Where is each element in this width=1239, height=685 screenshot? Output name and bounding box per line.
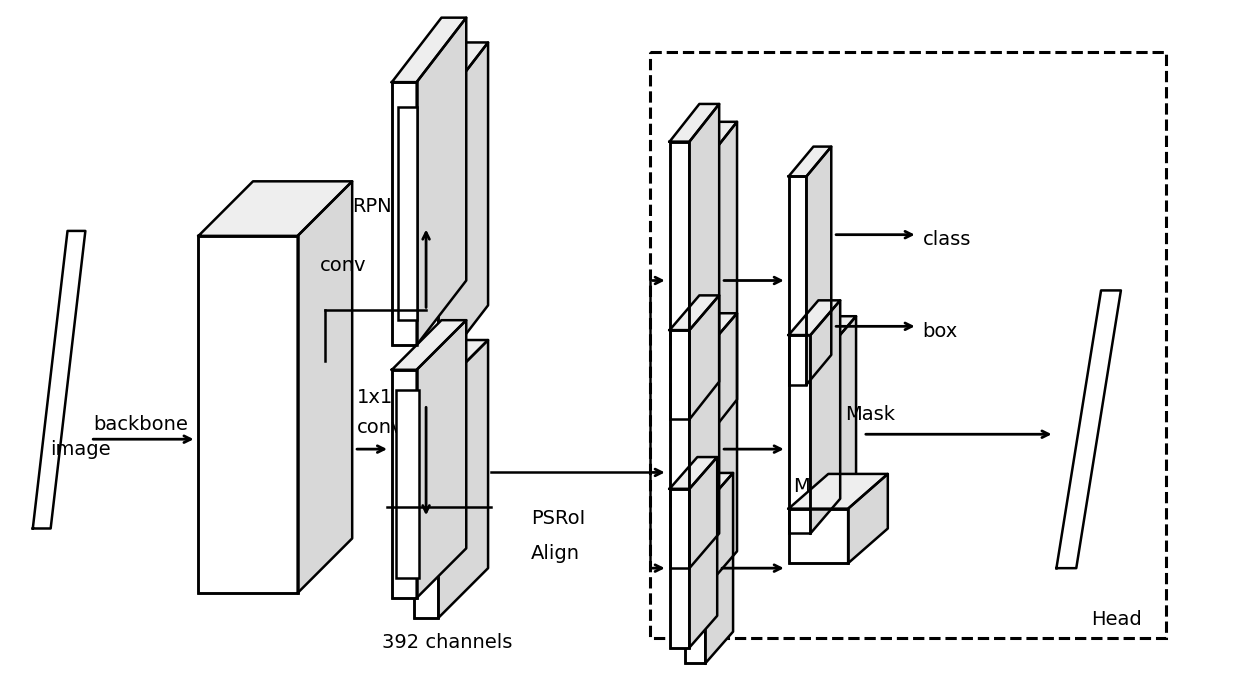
Polygon shape [414, 340, 488, 390]
Bar [804, 351, 826, 549]
Polygon shape [707, 122, 737, 437]
Polygon shape [392, 18, 466, 82]
Polygon shape [689, 104, 719, 419]
Text: image: image [50, 440, 110, 459]
Text: RPN: RPN [352, 197, 392, 216]
Bar [414, 390, 439, 618]
Polygon shape [32, 231, 85, 529]
Bar [392, 82, 416, 345]
Polygon shape [788, 474, 888, 509]
Bar [198, 236, 297, 593]
Bar [804, 351, 826, 549]
Polygon shape [669, 295, 719, 330]
Bar [392, 370, 416, 598]
Bar [392, 82, 416, 345]
Text: Head: Head [1092, 610, 1142, 630]
Polygon shape [705, 473, 733, 663]
Text: Mask: Mask [845, 405, 895, 424]
Polygon shape [669, 104, 719, 142]
Polygon shape [439, 340, 488, 618]
Text: box: box [923, 322, 958, 341]
Bar [688, 160, 707, 437]
Text: conv: conv [357, 418, 404, 437]
Polygon shape [689, 457, 717, 647]
Bar [788, 335, 810, 534]
Polygon shape [297, 182, 352, 593]
Polygon shape [688, 122, 737, 160]
Text: 392 channels: 392 channels [382, 633, 512, 652]
Text: backbone: backbone [93, 415, 188, 434]
Polygon shape [439, 42, 488, 370]
Polygon shape [416, 18, 466, 345]
Bar [788, 335, 810, 534]
Bar [414, 390, 439, 618]
Bar [669, 142, 689, 419]
Bar [688, 348, 707, 586]
Polygon shape [416, 320, 466, 598]
Bar [414, 107, 439, 370]
Bar [685, 505, 705, 663]
Polygon shape [198, 182, 352, 236]
Polygon shape [804, 316, 856, 351]
Bar [669, 330, 689, 568]
Bar [788, 176, 807, 385]
Polygon shape [788, 147, 831, 176]
Polygon shape [689, 295, 719, 568]
Bar [669, 489, 689, 647]
Polygon shape [1057, 290, 1121, 568]
Text: MaskIoU: MaskIoU [793, 477, 876, 497]
Polygon shape [707, 313, 737, 586]
Polygon shape [788, 300, 840, 335]
Polygon shape [685, 473, 733, 505]
Bar [788, 509, 849, 563]
Polygon shape [414, 42, 488, 107]
Text: PSRoI: PSRoI [530, 509, 585, 528]
Bar [669, 142, 689, 419]
Bar [788, 176, 807, 385]
Text: Align: Align [530, 544, 580, 563]
Bar [649, 52, 1166, 638]
Bar [688, 348, 707, 586]
Text: 1x1: 1x1 [357, 388, 394, 407]
Polygon shape [392, 320, 466, 370]
Polygon shape [688, 313, 737, 348]
Polygon shape [810, 300, 840, 534]
Bar [669, 330, 689, 568]
Bar [398, 107, 416, 320]
Bar [392, 370, 416, 598]
Text: conv: conv [320, 256, 367, 275]
Bar [788, 509, 849, 563]
Text: class: class [923, 230, 971, 249]
Bar [198, 236, 297, 593]
Polygon shape [849, 474, 888, 563]
Polygon shape [807, 147, 831, 385]
Bar [414, 107, 439, 370]
Polygon shape [826, 316, 856, 549]
Bar [688, 160, 707, 437]
Bar [669, 489, 689, 647]
Bar [395, 390, 419, 578]
Polygon shape [669, 457, 717, 489]
Bar [685, 505, 705, 663]
